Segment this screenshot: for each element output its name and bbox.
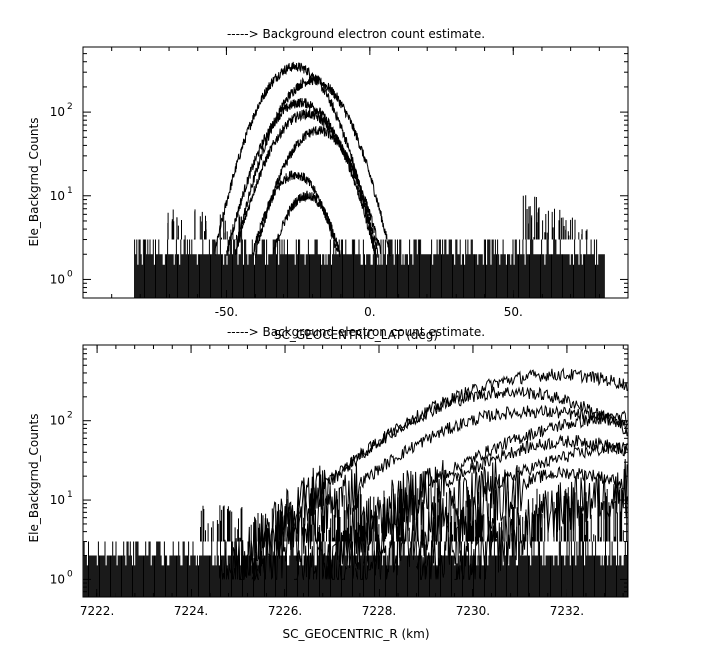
x-tick-label: 7226.: [268, 604, 302, 618]
r-y-axis-label: Ele_Backgrnd_Counts: [27, 414, 41, 543]
x-tick-label: 7228.: [362, 604, 396, 618]
spike-12: [565, 217, 576, 240]
lat-series-5: [252, 170, 339, 256]
y-tick-exponent: 2: [67, 411, 73, 421]
x-tick-label: 50.: [504, 305, 523, 319]
r-chart-title: -----> Background electron count estimat…: [227, 325, 485, 339]
r-series-0: [218, 367, 628, 580]
y-tick-exponent: 2: [67, 102, 73, 112]
spike-1: [176, 217, 186, 240]
lat-plot-frame: [82, 46, 629, 299]
lat-series-3: [235, 108, 379, 258]
spike-13: [578, 229, 588, 240]
x-tick-label: 7232.: [550, 604, 584, 618]
y-tick-exponent: 0: [67, 269, 73, 279]
y-tick-label: 10: [50, 105, 65, 119]
lat-panel: -----> Background electron count estimat…: [27, 27, 629, 342]
r-x-axis: 7222. 7224. 7226. 7228. 7230. 7232.: [80, 345, 624, 618]
r-series-1: [232, 386, 628, 580]
baseline-noise-bars: [134, 239, 605, 298]
r-x-axis-label: SC_GEOCENTRIC_R (km): [283, 627, 430, 641]
spike-10: [546, 208, 555, 240]
y-tick-label: 10: [50, 189, 65, 203]
lat-x-axis: -50. 0. 50.: [82, 47, 629, 319]
lat-series-1: [234, 74, 391, 258]
r-panel: -----> Background electron count estimat…: [27, 325, 629, 641]
lat-series-4: [255, 125, 382, 259]
x-tick-label: 7224.: [174, 604, 208, 618]
lat-plot-area: [134, 61, 605, 298]
spike-9: [537, 207, 547, 240]
y-tick-label: 10: [50, 572, 65, 586]
x-tick-label: -50.: [215, 305, 238, 319]
y-tick-exponent: 0: [67, 569, 73, 579]
y-tick-label: 10: [50, 272, 65, 286]
spike-0: [167, 209, 175, 240]
spike-6: [236, 214, 243, 240]
r-series-6: [416, 458, 628, 580]
lat-chart-title: -----> Background electron count estimat…: [227, 27, 485, 41]
r-series-5: [355, 442, 628, 581]
spike-3: [204, 215, 207, 240]
y-tick-exponent: 1: [67, 186, 73, 196]
spike-8: [529, 196, 538, 240]
lat-series-0: [214, 61, 377, 256]
r-noise-spikes: [200, 486, 628, 542]
spike-2: [193, 209, 203, 240]
y-tick-exponent: 1: [67, 490, 73, 500]
x-tick-label: 0.: [364, 305, 375, 319]
x-tick-label: 7222.: [80, 604, 114, 618]
y-tick-label: 10: [50, 493, 65, 507]
spike-11: [558, 209, 567, 240]
lat-y-axis-label: Ele_Backgrnd_Counts: [27, 118, 41, 247]
lat-series-6: [272, 190, 341, 258]
lat-x-axis-label: SC_GEOCENTRIC_LAT (deg): [274, 328, 438, 342]
y-tick-label: 10: [50, 414, 65, 428]
x-tick-label: 7230.: [456, 604, 490, 618]
r-plot-area: [82, 367, 628, 597]
r-plot-frame: [82, 344, 629, 598]
r-series-2: [251, 404, 628, 582]
